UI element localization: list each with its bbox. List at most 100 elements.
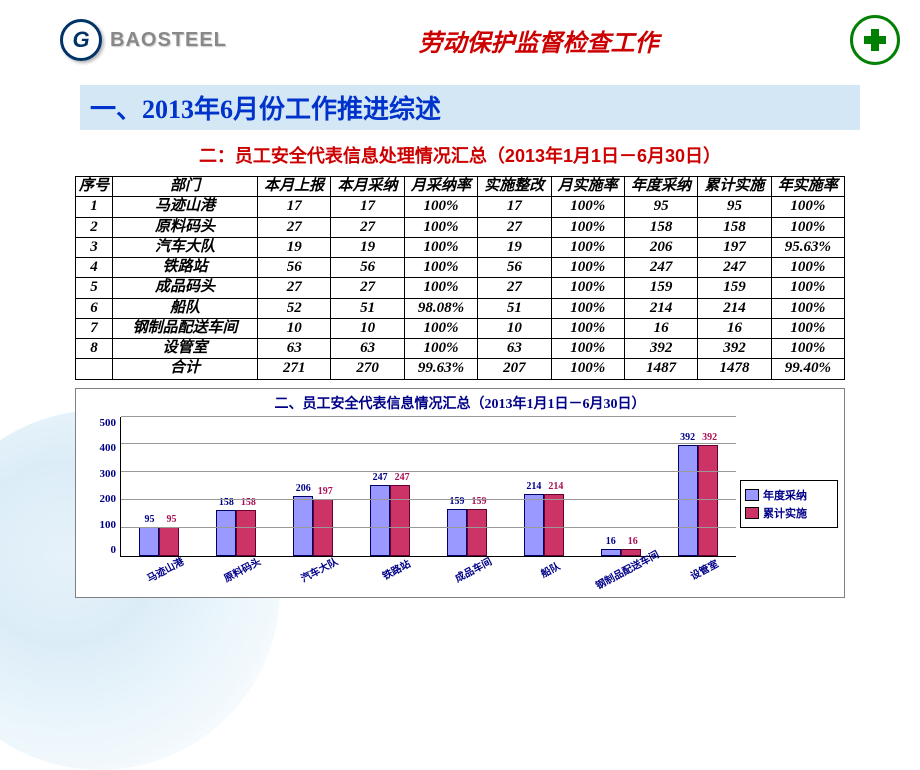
table-cell: 10 — [258, 318, 331, 338]
data-table-wrap: 序号部门本月上报本月采纳月采纳率实施整改月实施率年度采纳累计实施年实施率 1马迹… — [75, 176, 845, 380]
table-cell: 4 — [76, 258, 113, 278]
chart-body: 5004003002001000 95951581582061972472471… — [82, 417, 838, 591]
bar-series-a: 95 — [139, 527, 159, 555]
bar-series-b: 247 — [390, 485, 410, 556]
page-red-title: 劳动保护监督检查工作 — [418, 23, 658, 58]
table-cell: 17 — [478, 197, 551, 217]
bar-value-label: 392 — [701, 432, 719, 443]
section-title: 一、2013年6月份工作推进综述 — [90, 95, 441, 124]
logo-letter: G — [72, 27, 89, 53]
table-cell: 10 — [331, 318, 404, 338]
table-cell: 56 — [331, 258, 404, 278]
table-row: 3汽车大队1919100%19100%20619795.63% — [76, 237, 845, 257]
grid-line — [121, 527, 736, 528]
table-cell: 197 — [698, 237, 771, 257]
chart-plot-area: 9595158158206197247247159159214214161639… — [120, 417, 736, 557]
chart-legend: 年度采纳 累计实施 — [740, 480, 838, 528]
table-cell: 合计 — [113, 359, 258, 379]
safety-cross-icon — [850, 15, 900, 65]
table-cell: 船队 — [113, 298, 258, 318]
table-cell: 100% — [404, 197, 477, 217]
table-cell: 392 — [698, 339, 771, 359]
table-cell: 19 — [331, 237, 404, 257]
table-cell: 马迹山港 — [113, 197, 258, 217]
legend-label-b: 累计实施 — [763, 505, 807, 521]
bar-value-label: 16 — [602, 536, 620, 547]
brand-text: BAOSTEEL — [110, 29, 227, 52]
bar-group: 392392 — [659, 417, 736, 556]
table-cell: 5 — [76, 278, 113, 298]
header: G BAOSTEEL 劳动保护监督检查工作 — [0, 0, 920, 70]
legend-item-b: 累计实施 — [745, 505, 833, 521]
bar-series-a: 214 — [524, 494, 544, 555]
table-cell: 17 — [331, 197, 404, 217]
table-cell: 7 — [76, 318, 113, 338]
legend-item-a: 年度采纳 — [745, 487, 833, 503]
bar-value-label: 206 — [294, 483, 312, 494]
legend-label-a: 年度采纳 — [763, 487, 807, 503]
table-cell: 1 — [76, 197, 113, 217]
table-header-cell: 本月采纳 — [331, 177, 404, 197]
table-cell: 100% — [404, 318, 477, 338]
table-cell: 99.63% — [404, 359, 477, 379]
table-cell: 51 — [331, 298, 404, 318]
table-header-cell: 序号 — [76, 177, 113, 197]
table-cell: 214 — [624, 298, 697, 318]
table-cell: 汽车大队 — [113, 237, 258, 257]
table-row: 合计27127099.63%207100%1487147899.40% — [76, 359, 845, 379]
chart-y-axis: 5004003002001000 — [82, 417, 120, 591]
y-tick-label: 0 — [82, 544, 116, 556]
table-cell: 铁路站 — [113, 258, 258, 278]
grid-line — [121, 471, 736, 472]
table-cell: 27 — [258, 278, 331, 298]
table-cell: 51 — [478, 298, 551, 318]
table-cell: 27 — [331, 217, 404, 237]
bar-series-a: 16 — [601, 549, 621, 555]
grid-line — [121, 416, 736, 417]
table-cell: 100% — [404, 217, 477, 237]
table-cell: 100% — [551, 258, 624, 278]
bar-series-a: 247 — [370, 485, 390, 556]
table-cell: 100% — [771, 278, 844, 298]
table-row: 5成品码头2727100%27100%159159100% — [76, 278, 845, 298]
table-cell: 100% — [404, 258, 477, 278]
bar-value-label: 16 — [624, 536, 642, 547]
y-tick-label: 100 — [82, 519, 116, 531]
logo-block: G BAOSTEEL — [60, 19, 227, 61]
y-tick-label: 500 — [82, 417, 116, 429]
baosteel-logo-icon: G — [60, 19, 102, 61]
table-cell: 100% — [551, 318, 624, 338]
table-cell — [76, 359, 113, 379]
legend-swatch-b — [745, 507, 759, 519]
table-cell: 270 — [331, 359, 404, 379]
section-title-bar: 一、2013年6月份工作推进综述 — [80, 85, 860, 130]
grid-line — [121, 443, 736, 444]
table-header-cell: 实施整改 — [478, 177, 551, 197]
bar-value-label: 95 — [162, 514, 180, 525]
table-cell: 247 — [698, 258, 771, 278]
chart-x-labels: 马迹山港原料码头汽车大队铁路站成品车间船队钢制品配送车间设管室 — [120, 557, 736, 591]
table-cell: 3 — [76, 237, 113, 257]
table-cell: 159 — [698, 278, 771, 298]
table-cell: 100% — [551, 339, 624, 359]
bar-series-a: 158 — [216, 510, 236, 556]
bar-group: 247247 — [352, 417, 429, 556]
bar-value-label: 214 — [525, 481, 543, 492]
table-row: 2原料码头2727100%27100%158158100% — [76, 217, 845, 237]
table-row: 1马迹山港1717100%17100%9595100% — [76, 197, 845, 217]
table-cell: 17 — [258, 197, 331, 217]
table-cell: 100% — [771, 339, 844, 359]
bar-group: 214214 — [505, 417, 582, 556]
table-cell: 56 — [258, 258, 331, 278]
table-cell: 100% — [404, 339, 477, 359]
table-cell: 63 — [331, 339, 404, 359]
table-subtitle: 二：员工安全代表信息处理情况汇总（2013年1月1日－6月30日） — [0, 142, 920, 168]
chart-plot-wrap: 9595158158206197247247159159214214161639… — [120, 417, 736, 591]
table-header-cell: 部门 — [113, 177, 258, 197]
chart-title: 二、员工安全代表信息情况汇总（2013年1月1日－6月30日） — [82, 393, 838, 413]
table-cell: 247 — [624, 258, 697, 278]
table-cell: 成品码头 — [113, 278, 258, 298]
table-cell: 1478 — [698, 359, 771, 379]
table-cell: 8 — [76, 339, 113, 359]
table-cell: 100% — [771, 258, 844, 278]
